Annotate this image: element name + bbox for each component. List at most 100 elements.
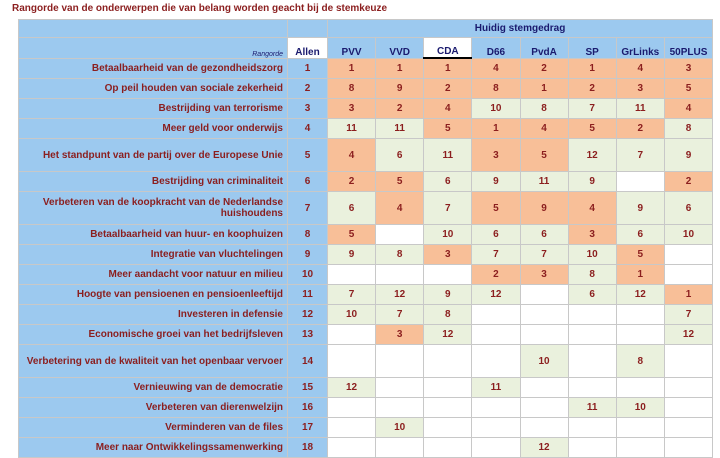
- rank-cell-grlinks: 2: [615, 118, 665, 139]
- rank-cell-grlinks: 3: [615, 78, 665, 99]
- rank-cell-grlinks: 9: [615, 191, 665, 225]
- rank-cell-d66: 9: [471, 171, 521, 192]
- rank-cell-grlinks: [615, 304, 665, 325]
- rank-cell-pvda: 2: [519, 57, 569, 79]
- rank-cell-vvd: [375, 344, 425, 378]
- topic-label: Verbeteren van dierenwelzijn: [18, 397, 288, 418]
- rank-cell-sp: 5: [567, 118, 617, 139]
- topic-label: Op peil houden van sociale zekerheid: [18, 78, 288, 99]
- table-row: Hoogte van pensioenen en pensioenleeftij…: [18, 284, 714, 305]
- party-header-pvv: PVV: [326, 37, 377, 59]
- table-row: Het standpunt van de partij over de Euro…: [18, 138, 714, 172]
- allen-rank: 1: [287, 57, 328, 79]
- rank-cell-50plus: [663, 377, 714, 398]
- allen-rank: 4: [287, 118, 328, 139]
- rank-cell-d66: 11: [471, 377, 521, 398]
- topic-label: Investeren in defensie: [18, 304, 288, 325]
- allen-rank: 6: [287, 171, 328, 192]
- rank-cell-cda: 3: [423, 244, 473, 265]
- rank-cell-pvda: 12: [519, 437, 569, 458]
- rank-cell-vvd: 2: [375, 98, 425, 119]
- page-title: Rangorde van de onderwerpen die van bela…: [12, 3, 388, 14]
- rank-cell-grlinks: 8: [615, 344, 665, 378]
- rank-cell-50plus: [663, 244, 714, 265]
- rank-cell-50plus: 12: [663, 324, 714, 345]
- rank-cell-cda: [423, 417, 473, 438]
- rank-cell-vvd: [375, 224, 425, 245]
- rank-cell-cda: 4: [423, 98, 473, 119]
- rank-cell-vvd: [375, 377, 425, 398]
- rank-cell-vvd: [375, 397, 425, 418]
- rank-cell-pvda: 9: [519, 191, 569, 225]
- topic-label: Meer naar Ontwikkelingssamenwerking: [18, 437, 288, 458]
- rank-cell-pvv: 5: [326, 224, 377, 245]
- rank-cell-grlinks: [615, 171, 665, 192]
- table-row: Verbeteren van de koopkracht van de Nede…: [18, 191, 714, 225]
- rank-cell-d66: 5: [471, 191, 521, 225]
- rank-cell-50plus: 9: [663, 138, 714, 172]
- rank-cell-pvv: [326, 344, 377, 378]
- rank-cell-sp: 3: [567, 224, 617, 245]
- rank-cell-pvv: 8: [326, 78, 377, 99]
- rank-cell-pvda: 4: [519, 118, 569, 139]
- party-header-sp: SP: [567, 37, 617, 59]
- rank-cell-d66: 8: [471, 78, 521, 99]
- rank-cell-pvda: 7: [519, 244, 569, 265]
- rank-cell-50plus: 10: [663, 224, 714, 245]
- allen-rank: 7: [287, 191, 328, 225]
- header-row-top: Huidig stemgedrag: [18, 19, 714, 38]
- rank-cell-grlinks: [615, 377, 665, 398]
- rank-cell-d66: 12: [471, 284, 521, 305]
- topic-label: Verminderen van de files: [18, 417, 288, 438]
- rank-cell-pvv: 11: [326, 118, 377, 139]
- rank-cell-vvd: 5: [375, 171, 425, 192]
- rank-cell-sp: [567, 304, 617, 325]
- allen-rank: 3: [287, 98, 328, 119]
- rank-cell-50plus: 7: [663, 304, 714, 325]
- rank-cell-pvv: [326, 264, 377, 285]
- table-row: Economische groei van het bedrijfsleven 1…: [18, 324, 714, 345]
- rank-cell-pvv: 12: [326, 377, 377, 398]
- allen-rank: 16: [287, 397, 328, 418]
- rank-cell-cda: [423, 397, 473, 418]
- rank-cell-sp: [567, 437, 617, 458]
- allen-header: Allen: [287, 37, 328, 59]
- table-row: Verbeteren van dierenwelzijn 16 11 10: [18, 397, 714, 418]
- rank-cell-pvv: 7: [326, 284, 377, 305]
- allen-rank: 14: [287, 344, 328, 378]
- rank-cell-pvda: [519, 397, 569, 418]
- rank-cell-vvd: 1: [375, 57, 425, 79]
- rank-cell-d66: 2: [471, 264, 521, 285]
- rank-cell-pvv: 3: [326, 98, 377, 119]
- rank-cell-pvv: [326, 437, 377, 458]
- rank-cell-grlinks: 1: [615, 264, 665, 285]
- rank-cell-vvd: [375, 437, 425, 458]
- topic-label: Betaalbaarheid van huur- en koophuizen: [18, 224, 288, 245]
- rank-cell-vvd: 4: [375, 191, 425, 225]
- header-corner: [18, 19, 288, 38]
- rank-cell-sp: [567, 324, 617, 345]
- rank-cell-pvv: 6: [326, 191, 377, 225]
- allen-rank: 8: [287, 224, 328, 245]
- rank-cell-cda: 5: [423, 118, 473, 139]
- table-row: Investeren in defensie 12 10 7 8 7: [18, 304, 714, 325]
- allen-rank: 10: [287, 264, 328, 285]
- rank-cell-d66: [471, 437, 521, 458]
- rank-cell-cda: 6: [423, 171, 473, 192]
- rank-cell-pvda: [519, 377, 569, 398]
- allen-rank: 15: [287, 377, 328, 398]
- rank-cell-pvda: 5: [519, 138, 569, 172]
- rank-cell-vvd: 9: [375, 78, 425, 99]
- rank-cell-50plus: 5: [663, 78, 714, 99]
- rank-cell-50plus: 1: [663, 284, 714, 305]
- rank-cell-vvd: 11: [375, 118, 425, 139]
- rank-cell-sp: 4: [567, 191, 617, 225]
- rank-cell-sp: 2: [567, 78, 617, 99]
- allen-rank: 5: [287, 138, 328, 172]
- rank-cell-pvda: 6: [519, 224, 569, 245]
- rank-cell-pvda: 8: [519, 98, 569, 119]
- rank-cell-grlinks: [615, 437, 665, 458]
- rank-cell-pvv: 2: [326, 171, 377, 192]
- topic-label: Verbeteren van de koopkracht van de Nede…: [18, 191, 288, 225]
- party-header-50plus: 50PLUS: [663, 37, 714, 59]
